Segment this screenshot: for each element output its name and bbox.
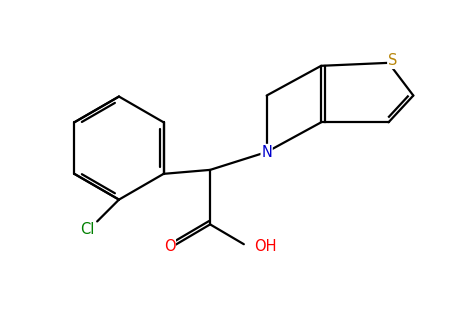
Text: Cl: Cl (80, 222, 94, 237)
Text: S: S (388, 53, 397, 68)
Text: O: O (164, 239, 175, 254)
Text: OH: OH (254, 239, 276, 254)
Text: N: N (261, 145, 272, 160)
